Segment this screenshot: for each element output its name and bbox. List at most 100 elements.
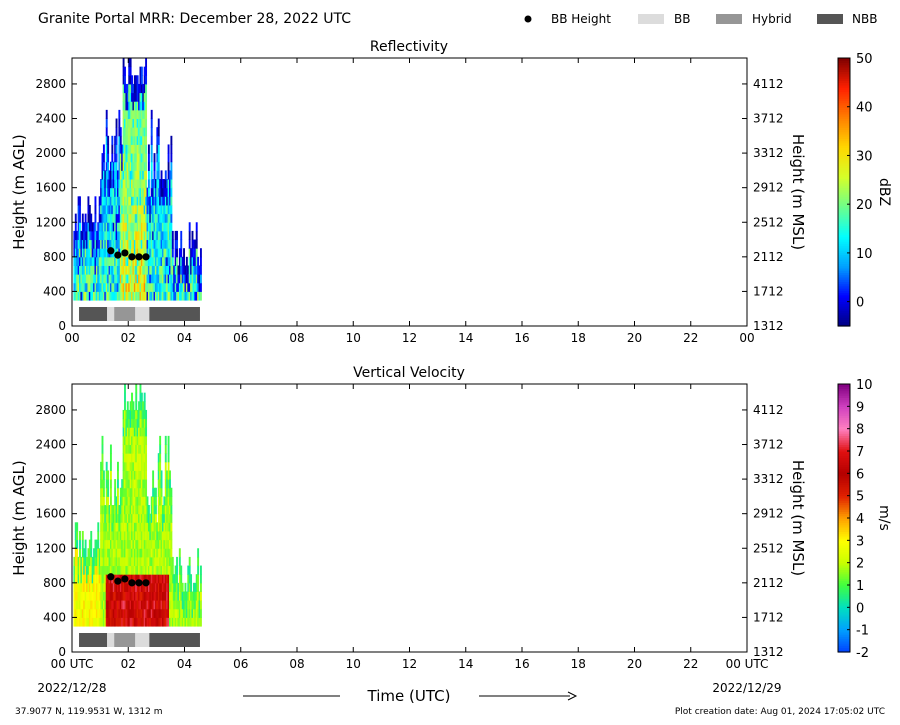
site-coordinates: 37.9077 N, 119.9531 W, 1312 m [15, 707, 163, 717]
heatmap-cell [156, 565, 159, 575]
legend-hybrid: Hybrid [716, 12, 792, 26]
heatmap-cell [135, 135, 138, 145]
heatmap-cell [101, 556, 104, 567]
heatmap-cell [153, 213, 156, 223]
heatmap-cell [154, 548, 157, 558]
heatmap-cell [162, 291, 164, 301]
heatmap-cell [105, 196, 108, 206]
heatmap-cell [100, 187, 103, 197]
heatmap-cell [101, 513, 104, 523]
heatmap-cell [183, 291, 185, 301]
heatmap-cell [177, 617, 180, 627]
heatmap-cell [145, 66, 148, 76]
heatmap-cell [87, 548, 90, 558]
heatmap-cell [138, 213, 140, 223]
heatmap-cell [178, 291, 181, 301]
heatmap-cell [169, 574, 171, 584]
heatmap-cell [125, 461, 128, 471]
heatmap-cell [147, 256, 150, 266]
heatmap-cell [100, 582, 103, 592]
heatmap-cell [76, 282, 79, 292]
heatmap-cell [102, 187, 105, 197]
heatmap-cell [132, 291, 135, 301]
heatmap-cell [111, 617, 114, 627]
heatmap-cell [150, 170, 153, 180]
colorbar-band [838, 605, 850, 608]
heatmap-cell [136, 617, 139, 627]
heatmap-cell [147, 274, 150, 284]
legend-hybrid-label: Hybrid [752, 12, 792, 26]
heatmap-cell [150, 230, 153, 241]
heatmap-cell [108, 222, 111, 232]
colorbar-band [838, 321, 850, 325]
heatmap-cell [77, 230, 80, 241]
heatmap-cell [129, 418, 132, 428]
heatmap-cell [115, 291, 118, 301]
heatmap-cell [84, 556, 87, 567]
heatmap-cell [101, 153, 104, 163]
heatmap-cell [126, 118, 129, 128]
heatmap-cell [122, 66, 125, 76]
heatmap-cell [88, 565, 91, 575]
heatmap-cell [138, 291, 140, 301]
heatmap-cell [138, 461, 140, 471]
heatmap-cell [133, 435, 136, 446]
colorbar-tick-label: 5 [856, 490, 864, 505]
heatmap-cell [133, 461, 136, 471]
colorbar-frame [837, 57, 851, 327]
heatmap-cell [84, 582, 87, 592]
heatmap-cell [126, 256, 129, 266]
heatmap-cell [157, 539, 160, 549]
heatmap-cell [162, 522, 164, 532]
heatmap-cell [114, 548, 117, 558]
heatmap-cell [90, 213, 93, 223]
heatmap-cell [104, 222, 107, 232]
heatmap-cell [124, 600, 126, 610]
heatmap-cell [115, 522, 118, 532]
heatmap-cell [114, 591, 117, 601]
heatmap-cell [140, 409, 143, 420]
colorbar-band [838, 102, 850, 106]
heatmap-cell [84, 213, 87, 223]
heatmap-cell [145, 522, 148, 532]
heatmap-cell [159, 204, 162, 215]
heatmap-cell [142, 444, 145, 454]
heatmap-cell [136, 153, 139, 163]
heatmap-cell [184, 582, 187, 592]
heatmap-cell [154, 522, 157, 532]
heatmap-cell [176, 265, 178, 275]
heatmap-cell [83, 222, 86, 232]
heatmap-cell [163, 204, 166, 215]
colorbar-band [838, 229, 850, 233]
heatmap-cell [149, 265, 152, 275]
heatmap-cell [169, 470, 171, 480]
heatmap-cell [118, 109, 121, 120]
heatmap-cell [76, 539, 79, 549]
heatmap-cell [118, 582, 121, 592]
heatmap-cell [147, 282, 150, 292]
heatmap-cell [108, 187, 111, 197]
heatmap-cell [195, 582, 198, 592]
heatmap-cell [107, 230, 110, 241]
heatmap-cell [119, 127, 122, 137]
heatmap-cell [136, 513, 139, 523]
heatmap-cell [136, 75, 139, 85]
heatmap-cell [114, 213, 117, 223]
heatmap-cell [88, 204, 91, 215]
heatmap-cell [133, 513, 136, 523]
heatmap-cell [115, 591, 118, 601]
heatmap-cell [125, 608, 128, 618]
heatmap-cell [157, 522, 160, 532]
heatmap-cell [107, 265, 110, 275]
heatmap-cell [170, 256, 173, 266]
heatmap-cell [138, 470, 140, 480]
heatmap-cell [140, 161, 143, 171]
heatmap-cell [124, 384, 126, 394]
heatmap-cell [170, 274, 173, 284]
heatmap-cell [129, 582, 132, 592]
heatmap-cell [121, 556, 124, 567]
heatmap-cell [124, 496, 126, 506]
heatmap-cell [138, 617, 140, 627]
colorbar-band [838, 424, 850, 428]
